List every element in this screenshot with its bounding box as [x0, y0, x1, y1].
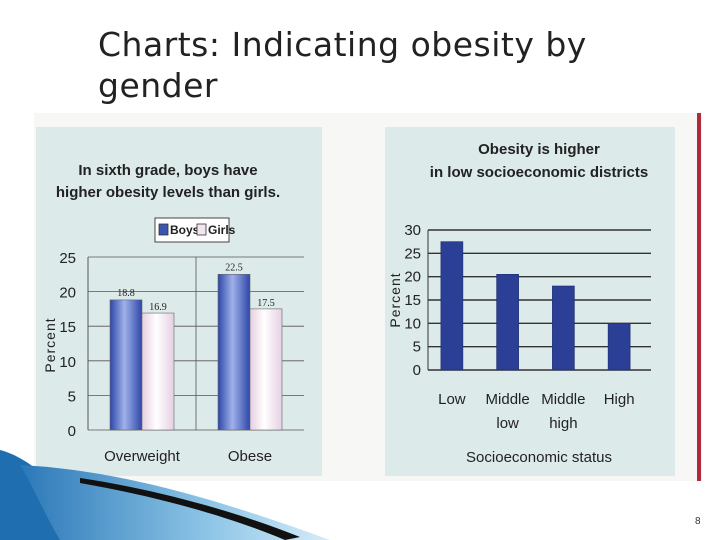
y-tick-label: 5: [413, 339, 421, 356]
chart-image: In sixth grade, boys have higher obesity …: [34, 113, 702, 481]
y-tick-label: 15: [59, 319, 76, 336]
red-divider-line: [697, 113, 701, 481]
y-tick-label: 20: [59, 285, 76, 302]
data-label: 22.5: [225, 262, 243, 273]
y-tick-label: 25: [59, 250, 76, 267]
x-category-label: Middle: [541, 391, 585, 408]
bar-high: [607, 323, 631, 371]
bar-boys-obese: [217, 274, 251, 431]
x-category-label: High: [604, 391, 635, 408]
y-tick-label: 0: [68, 423, 76, 440]
y-tick-label: 25: [404, 245, 421, 262]
x-axis-title: Socioeconomic status: [466, 449, 612, 466]
x-category-label: Middle: [486, 391, 530, 408]
chart-title-line: Obesity is higher: [478, 141, 600, 158]
y-axis-title: Percent: [42, 317, 58, 372]
bar-girls-overweight: [141, 312, 175, 431]
decorative-swoosh: [0, 450, 330, 540]
gender-obesity-chart: In sixth grade, boys have higher obesity …: [42, 162, 304, 465]
y-tick-label: 10: [59, 354, 76, 371]
chart-title-line: In sixth grade, boys have: [78, 162, 257, 179]
page-number: 8: [695, 516, 701, 527]
slide-title: Charts: Indicating obesity by gender: [98, 25, 587, 105]
legend-label-boys: Boys: [170, 223, 200, 237]
bar-boys-overweight: [109, 299, 143, 431]
y-tick-label: 20: [404, 269, 421, 286]
chart-title-line: higher obesity levels than girls.: [56, 184, 280, 201]
bar-middle-high: [552, 285, 575, 371]
x-category-label: low: [496, 415, 519, 432]
y-axis-title: Percent: [387, 272, 403, 327]
y-tick-label: 15: [404, 292, 421, 309]
chart-title-line: in low socioeconomic districts: [430, 164, 648, 181]
legend-label-girls: Girls: [208, 223, 236, 237]
y-tick-label: 30: [404, 222, 421, 239]
bar-middle-low: [496, 274, 519, 371]
gender-chart-panel: In sixth grade, boys have higher obesity …: [36, 127, 322, 476]
x-category-label: Overweight: [104, 448, 181, 465]
x-category-label: Obese: [228, 448, 272, 465]
data-label: 17.5: [257, 298, 275, 309]
y-tick-label: 5: [68, 388, 76, 405]
legend-swatch-boys: [158, 223, 169, 236]
bar-girls-obese: [249, 308, 283, 431]
legend-swatch-girls: [196, 223, 207, 236]
x-category-label: Low: [438, 391, 466, 408]
data-label: 16.9: [149, 302, 167, 313]
bar-low: [440, 241, 464, 371]
socioeconomic-chart-panel: Obesity is higher in low socioeconomic di…: [385, 127, 675, 476]
y-tick-label: 0: [413, 362, 421, 379]
y-tick-label: 10: [404, 315, 421, 332]
x-category-label: high: [549, 415, 577, 432]
data-label: 18.8: [117, 288, 135, 299]
socioeconomic-obesity-chart: Obesity is higher in low socioeconomic di…: [387, 141, 651, 466]
